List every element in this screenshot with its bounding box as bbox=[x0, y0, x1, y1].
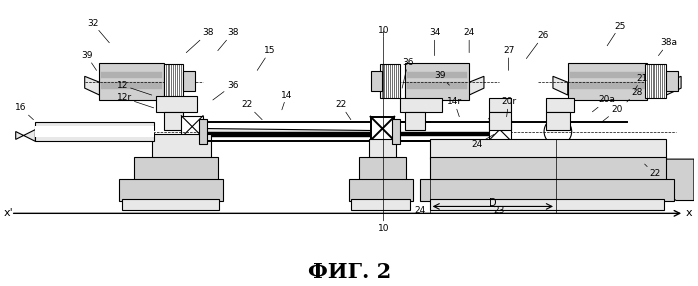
Bar bbox=[570, 72, 645, 78]
Bar bbox=[371, 117, 394, 140]
Text: 38: 38 bbox=[218, 28, 238, 51]
Bar bbox=[36, 122, 154, 130]
Text: 32: 32 bbox=[87, 19, 110, 43]
Bar bbox=[546, 112, 570, 130]
Bar bbox=[369, 139, 396, 159]
Text: D: D bbox=[489, 198, 497, 208]
Bar bbox=[546, 98, 574, 112]
Bar bbox=[430, 198, 664, 210]
Text: 39: 39 bbox=[434, 71, 450, 85]
Bar bbox=[430, 139, 667, 159]
Bar bbox=[101, 72, 162, 78]
Polygon shape bbox=[84, 76, 100, 95]
Bar bbox=[400, 98, 442, 112]
Bar bbox=[394, 132, 493, 136]
Text: 25: 25 bbox=[607, 21, 625, 46]
Bar bbox=[407, 82, 467, 89]
Bar bbox=[156, 96, 197, 112]
Bar bbox=[36, 134, 154, 141]
Text: 20a: 20a bbox=[593, 96, 616, 112]
Text: 20r: 20r bbox=[501, 98, 516, 117]
Polygon shape bbox=[15, 130, 36, 141]
Text: 10: 10 bbox=[378, 213, 389, 233]
Bar bbox=[181, 116, 203, 138]
Bar bbox=[380, 64, 400, 98]
Text: 22: 22 bbox=[335, 100, 351, 120]
Bar bbox=[351, 198, 410, 210]
Text: 39: 39 bbox=[81, 51, 96, 70]
Bar bbox=[489, 98, 510, 112]
Text: 28: 28 bbox=[627, 88, 642, 102]
Bar bbox=[567, 63, 646, 100]
Text: 24: 24 bbox=[463, 28, 475, 53]
Bar bbox=[420, 179, 674, 200]
Bar bbox=[407, 72, 467, 78]
Bar bbox=[163, 112, 184, 130]
Bar bbox=[349, 179, 413, 200]
Text: 16: 16 bbox=[15, 103, 34, 120]
Text: 22: 22 bbox=[242, 100, 262, 120]
Polygon shape bbox=[646, 159, 694, 200]
Bar bbox=[119, 179, 223, 200]
Bar bbox=[667, 72, 678, 91]
Text: 24: 24 bbox=[414, 206, 426, 215]
Text: 36: 36 bbox=[213, 81, 238, 100]
Text: 20: 20 bbox=[602, 105, 623, 122]
Text: 26: 26 bbox=[526, 31, 549, 59]
Bar bbox=[430, 157, 667, 181]
Text: 12r: 12r bbox=[117, 94, 154, 108]
Bar bbox=[570, 82, 645, 89]
Bar bbox=[489, 112, 510, 130]
Ellipse shape bbox=[544, 118, 572, 145]
Bar bbox=[151, 134, 211, 159]
Bar bbox=[36, 126, 154, 138]
Text: 14: 14 bbox=[281, 91, 292, 110]
Bar bbox=[405, 63, 469, 100]
Text: 12: 12 bbox=[117, 81, 151, 95]
Polygon shape bbox=[667, 76, 681, 95]
Text: 38: 38 bbox=[186, 28, 214, 53]
Polygon shape bbox=[203, 128, 371, 136]
Text: x': x' bbox=[4, 208, 14, 218]
Bar bbox=[645, 64, 667, 98]
Bar bbox=[405, 112, 425, 130]
Text: 14r: 14r bbox=[447, 98, 462, 117]
Bar bbox=[184, 72, 195, 91]
Bar bbox=[122, 198, 218, 210]
Text: ФИГ. 2: ФИГ. 2 bbox=[309, 263, 392, 283]
Bar bbox=[101, 82, 162, 89]
Polygon shape bbox=[469, 76, 484, 95]
Text: 34: 34 bbox=[429, 28, 440, 55]
Text: 23: 23 bbox=[493, 206, 505, 215]
Bar bbox=[371, 72, 383, 91]
Polygon shape bbox=[203, 132, 371, 138]
Bar bbox=[134, 157, 218, 181]
Text: 15: 15 bbox=[258, 46, 276, 70]
Polygon shape bbox=[553, 76, 567, 95]
Text: 10: 10 bbox=[378, 27, 389, 36]
Bar bbox=[100, 63, 163, 100]
Text: 27: 27 bbox=[503, 46, 514, 70]
Bar bbox=[392, 119, 400, 144]
Bar bbox=[163, 64, 184, 98]
Text: 22: 22 bbox=[645, 164, 660, 178]
Text: 38a: 38a bbox=[658, 38, 677, 55]
Bar bbox=[359, 157, 406, 181]
Bar bbox=[547, 141, 571, 159]
Text: 21: 21 bbox=[634, 74, 647, 90]
Text: 24: 24 bbox=[471, 134, 493, 149]
Bar bbox=[489, 119, 510, 140]
Bar bbox=[199, 119, 207, 144]
Text: x: x bbox=[685, 208, 692, 218]
Text: 36: 36 bbox=[402, 58, 414, 88]
